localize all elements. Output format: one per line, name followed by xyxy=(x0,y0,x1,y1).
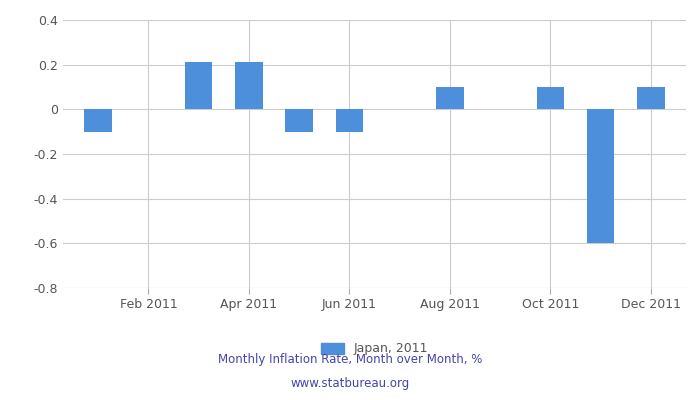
Bar xyxy=(286,109,313,132)
Bar xyxy=(587,109,615,243)
Legend: Japan, 2011: Japan, 2011 xyxy=(321,342,428,356)
Text: Monthly Inflation Rate, Month over Month, %: Monthly Inflation Rate, Month over Month… xyxy=(218,354,482,366)
Bar xyxy=(235,62,262,109)
Bar xyxy=(185,62,213,109)
Bar xyxy=(536,87,564,109)
Bar xyxy=(335,109,363,132)
Bar xyxy=(436,87,463,109)
Bar xyxy=(637,87,664,109)
Bar xyxy=(85,109,112,132)
Text: www.statbureau.org: www.statbureau.org xyxy=(290,378,410,390)
